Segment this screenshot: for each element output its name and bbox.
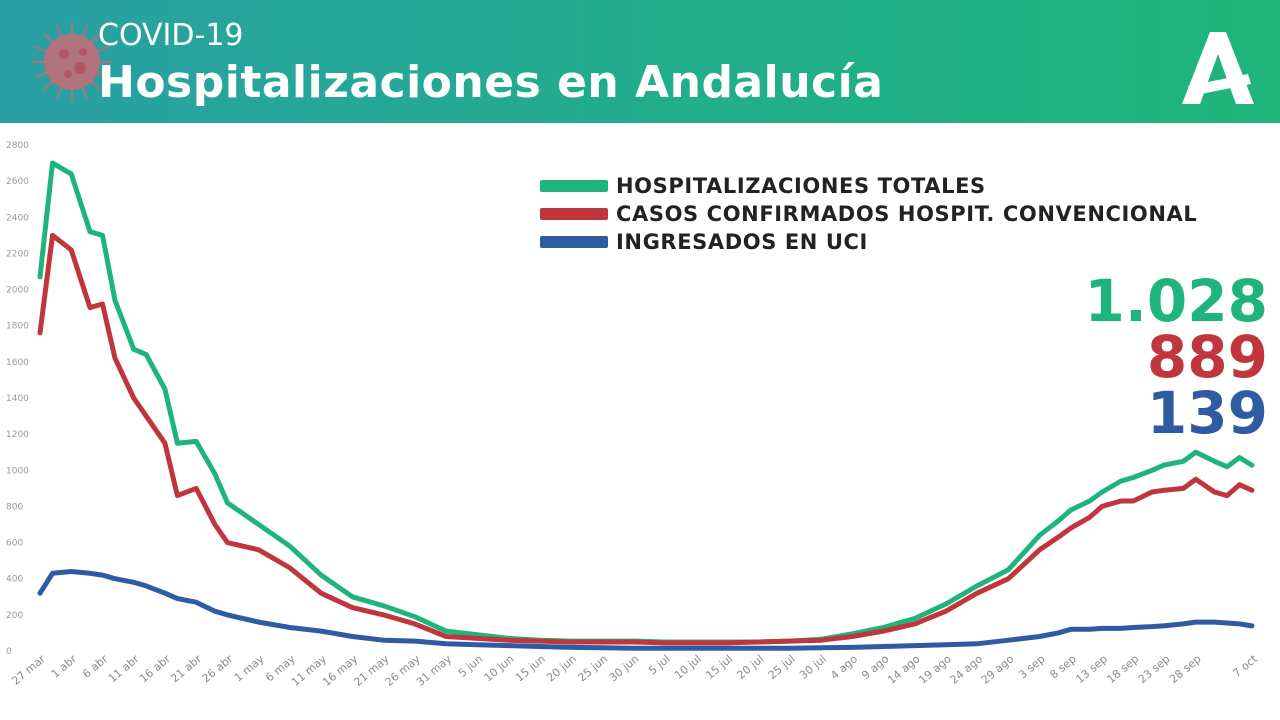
header-banner: COVID-19 Hospitalizaciones en Andalucía — [0, 0, 1280, 123]
x-tick-label: 30 jun — [607, 652, 642, 684]
y-tick-label: 2000 — [6, 286, 29, 296]
x-tick-label: 13 sep — [1073, 652, 1110, 686]
series-line-convencional — [37, 232, 1255, 646]
x-tick-label: 27 mar — [9, 652, 48, 688]
x-tick-label: 3 sep — [1016, 652, 1047, 681]
legend-label-uci: INGRESADOS EN UCI — [616, 230, 868, 254]
line-chart: 0 200 400 600 800 1000 1200 1400 1600 1800 2000 220… — [6, 141, 1260, 689]
y-tick-label: 1000 — [6, 466, 29, 476]
x-tick-label: 1 abr — [49, 652, 80, 681]
legend-item-convencional: CASOS CONFIRMADOS HOSPIT. CONVENCIONAL — [540, 200, 1197, 228]
junta-andalucia-logo-icon — [1182, 32, 1254, 104]
x-tick-label: 5 jun — [456, 652, 485, 680]
x-tick-label: 15 jul — [703, 652, 735, 682]
y-tick-label: 200 — [6, 611, 23, 621]
x-tick-label: 4 ago — [828, 652, 860, 682]
legend-swatch-totales — [540, 180, 608, 192]
y-tick-label: 1600 — [6, 358, 29, 368]
x-tick-label: 5 jul — [646, 652, 672, 677]
x-tick-label: 25 jul — [766, 652, 798, 682]
x-tick-label: 10 jun — [482, 652, 517, 684]
y-tick-label: 2800 — [6, 141, 29, 151]
x-tick-label: 29 ago — [979, 652, 1017, 687]
page-title: Hospitalizaciones en Andalucía — [98, 57, 884, 108]
x-tick-label: 31 may — [414, 652, 454, 689]
chart-legend: HOSPITALIZACIONES TOTALES CASOS CONFIRMA… — [540, 172, 1197, 256]
x-tick-label: 10 jul — [672, 652, 704, 682]
y-tick-label: 2400 — [6, 213, 29, 223]
y-tick-label: 1800 — [6, 322, 29, 332]
y-tick-label: 800 — [6, 502, 23, 512]
x-tick-label: 16 abr — [137, 652, 173, 685]
x-tick-label: 21 abr — [168, 652, 204, 685]
y-tick-label: 600 — [6, 539, 23, 549]
x-tick-label: 15 jun — [513, 652, 548, 684]
x-tick-label: 25 jun — [575, 652, 610, 684]
x-tick-label: 20 jul — [735, 652, 767, 682]
legend-label-totales: HOSPITALIZACIONES TOTALES — [616, 174, 986, 198]
x-tick-label: 28 sep — [1167, 652, 1204, 686]
x-tick-label: 14 ago — [885, 652, 923, 687]
legend-swatch-convencional — [540, 208, 608, 220]
y-tick-label: 400 — [6, 575, 23, 585]
series-lines — [37, 160, 1255, 651]
legend-item-totales: HOSPITALIZACIONES TOTALES — [540, 172, 1197, 200]
x-tick-label: 11 abr — [106, 652, 142, 685]
page-subtitle: COVID-19 — [98, 18, 244, 53]
x-tick-label: 26 abr — [200, 652, 236, 685]
series-line-uci — [37, 569, 1255, 651]
latest-value-uci: 139 — [1146, 379, 1268, 447]
x-tick-label: 30 jul — [797, 652, 829, 682]
x-tick-label: 18 sep — [1105, 652, 1142, 686]
legend-swatch-uci — [540, 236, 608, 248]
y-tick-label: 2200 — [6, 249, 29, 259]
y-tick-label: 1200 — [6, 430, 29, 440]
virus-icon — [32, 22, 112, 102]
legend-item-uci: INGRESADOS EN UCI — [540, 228, 1197, 256]
legend-label-convencional: CASOS CONFIRMADOS HOSPIT. CONVENCIONAL — [616, 202, 1198, 226]
latest-value-convencional: 889 — [1146, 323, 1268, 391]
x-tick-label: 20 jun — [544, 652, 579, 684]
y-tick-label: 1400 — [6, 394, 29, 404]
x-tick-label: 1 may — [232, 652, 267, 684]
y-tick-label: 0 — [6, 647, 12, 657]
x-tick-label: 23 sep — [1136, 652, 1173, 686]
x-tick-label: 24 ago — [948, 652, 986, 687]
x-tick-label: 7 oct — [1230, 652, 1260, 680]
y-axis: 0 200 400 600 800 1000 1200 1400 1600 1800 2000 220… — [6, 141, 29, 657]
y-tick-label: 2600 — [6, 177, 29, 187]
x-tick-label: 19 ago — [916, 652, 954, 687]
latest-value-totales: 1.028 — [1084, 267, 1268, 335]
